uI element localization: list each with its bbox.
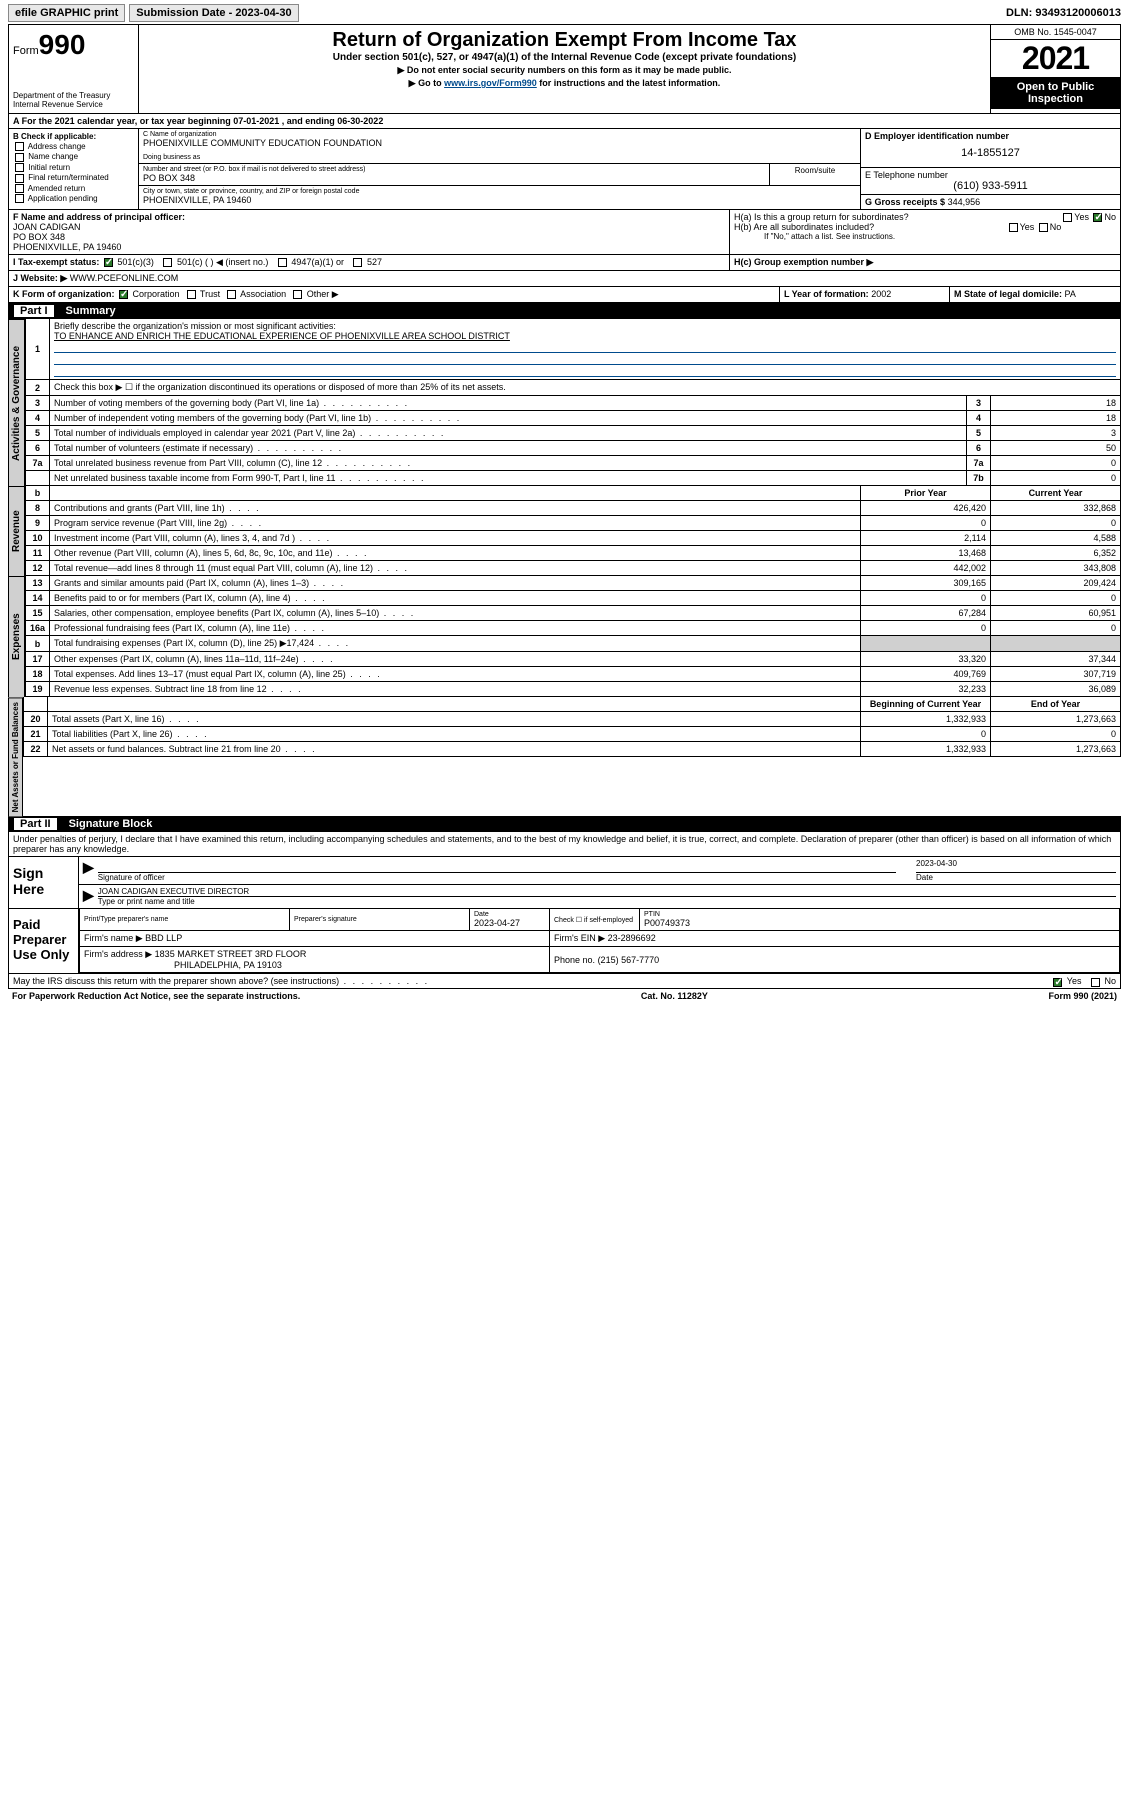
paid-preparer-block: Paid Preparer Use Only Print/Type prepar… [8,909,1121,974]
section-revenue: Revenue bPrior YearCurrent Year 8Contrib… [8,486,1121,576]
section-governance: Activities & Governance 1 Briefly descri… [8,319,1121,486]
part1-header: Part ISummary [8,303,1121,319]
dln-label: DLN: 93493120006013 [1006,7,1121,19]
form-header: Form990 Department of the Treasury Inter… [8,24,1121,114]
discuss-row: May the IRS discuss this return with the… [8,974,1121,989]
row-k-l-m: K Form of organization: Corporation Trus… [8,287,1121,303]
note-link: ▶ Go to www.irs.gov/Form990 for instruct… [145,78,984,89]
row-f-h: F Name and address of principal officer:… [8,210,1121,255]
top-bar: efile GRAPHIC print Submission Date - 20… [8,4,1121,22]
col-b-checkboxes: B Check if applicable: Address change Na… [9,129,139,209]
col-c-org: C Name of organization PHOENIXVILLE COMM… [139,129,860,209]
note-ssn: ▶ Do not enter social security numbers o… [145,65,984,76]
row-a-tax-year: A For the 2021 calendar year, or tax yea… [8,114,1121,129]
col-d-ein: D Employer identification number 14-1855… [860,129,1120,209]
section-expenses: Expenses 13Grants and similar amounts pa… [8,576,1121,697]
part2-header: Part IISignature Block [8,816,1121,832]
section-netassets: Net Assets or Fund Balances Beginning of… [8,697,1121,816]
irs-link[interactable]: www.irs.gov/Form990 [444,78,537,88]
omb-number: OMB No. 1545-0047 [991,25,1120,40]
form-subtitle: Under section 501(c), 527, or 4947(a)(1)… [145,52,984,63]
row-j: J Website: ▶ WWW.PCEFONLINE.COM [8,271,1121,287]
submission-date-button[interactable]: Submission Date - 2023-04-30 [129,4,298,22]
block-b-d: B Check if applicable: Address change Na… [8,129,1121,210]
dept-label: Department of the Treasury Internal Reve… [13,91,134,109]
tax-year: 2021 [991,40,1120,77]
form-label: Form [13,45,39,57]
row-i-hc: I Tax-exempt status: 501(c)(3) 501(c) ( … [8,255,1121,271]
open-to-public: Open to Public Inspection [991,77,1120,109]
efile-print-button[interactable]: efile GRAPHIC print [8,4,125,22]
form-title: Return of Organization Exempt From Incom… [145,29,984,52]
page-footer: For Paperwork Reduction Act Notice, see … [8,989,1121,1003]
declaration: Under penalties of perjury, I declare th… [8,832,1121,857]
sign-here-block: Sign Here ▶ Signature of officer 2023-04… [8,857,1121,909]
form-number: 990 [39,29,86,60]
